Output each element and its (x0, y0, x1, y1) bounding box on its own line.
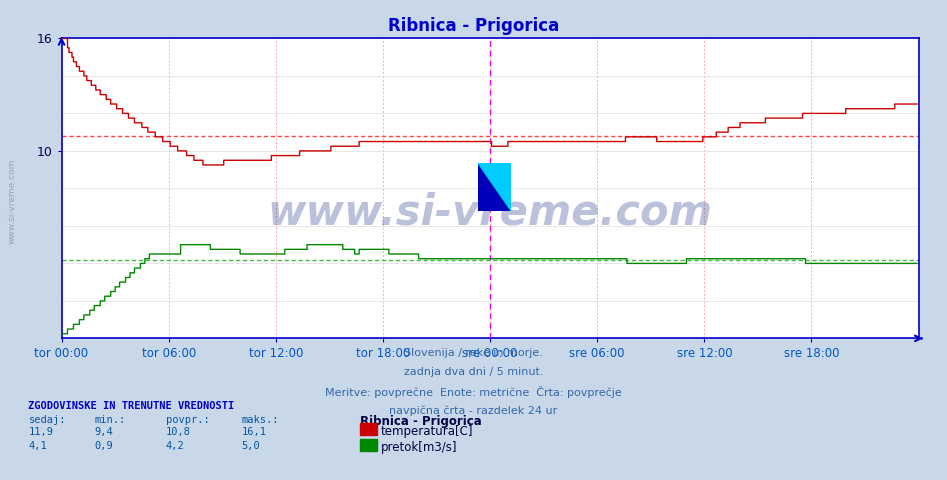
Text: Slovenija / reke in morje.: Slovenija / reke in morje. (404, 348, 543, 358)
Text: 5,0: 5,0 (241, 441, 260, 451)
Text: maks.:: maks.: (241, 415, 279, 425)
Polygon shape (478, 163, 511, 211)
Text: temperatura[C]: temperatura[C] (381, 425, 474, 438)
Text: min.:: min.: (95, 415, 126, 425)
Text: 0,9: 0,9 (95, 441, 114, 451)
Text: ZGODOVINSKE IN TRENUTNE VREDNOSTI: ZGODOVINSKE IN TRENUTNE VREDNOSTI (28, 401, 235, 411)
Text: www.si-vreme.com: www.si-vreme.com (8, 159, 17, 244)
Polygon shape (478, 163, 511, 211)
Text: 4,1: 4,1 (28, 441, 47, 451)
Text: Ribnica - Prigorica: Ribnica - Prigorica (388, 17, 559, 35)
Text: 16,1: 16,1 (241, 427, 266, 437)
Text: Ribnica - Prigorica: Ribnica - Prigorica (360, 415, 482, 428)
Text: navpična črta - razdelek 24 ur: navpična črta - razdelek 24 ur (389, 406, 558, 416)
Text: sedaj:: sedaj: (28, 415, 66, 425)
Text: Meritve: povprečne  Enote: metrične  Črta: povprečje: Meritve: povprečne Enote: metrične Črta:… (325, 386, 622, 398)
Text: 11,9: 11,9 (28, 427, 53, 437)
Text: 10,8: 10,8 (166, 427, 190, 437)
Text: 4,2: 4,2 (166, 441, 185, 451)
Text: 9,4: 9,4 (95, 427, 114, 437)
Text: zadnja dva dni / 5 minut.: zadnja dva dni / 5 minut. (403, 367, 544, 377)
Text: pretok[m3/s]: pretok[m3/s] (381, 441, 457, 454)
Text: www.si-vreme.com: www.si-vreme.com (268, 192, 712, 233)
Text: povpr.:: povpr.: (166, 415, 209, 425)
